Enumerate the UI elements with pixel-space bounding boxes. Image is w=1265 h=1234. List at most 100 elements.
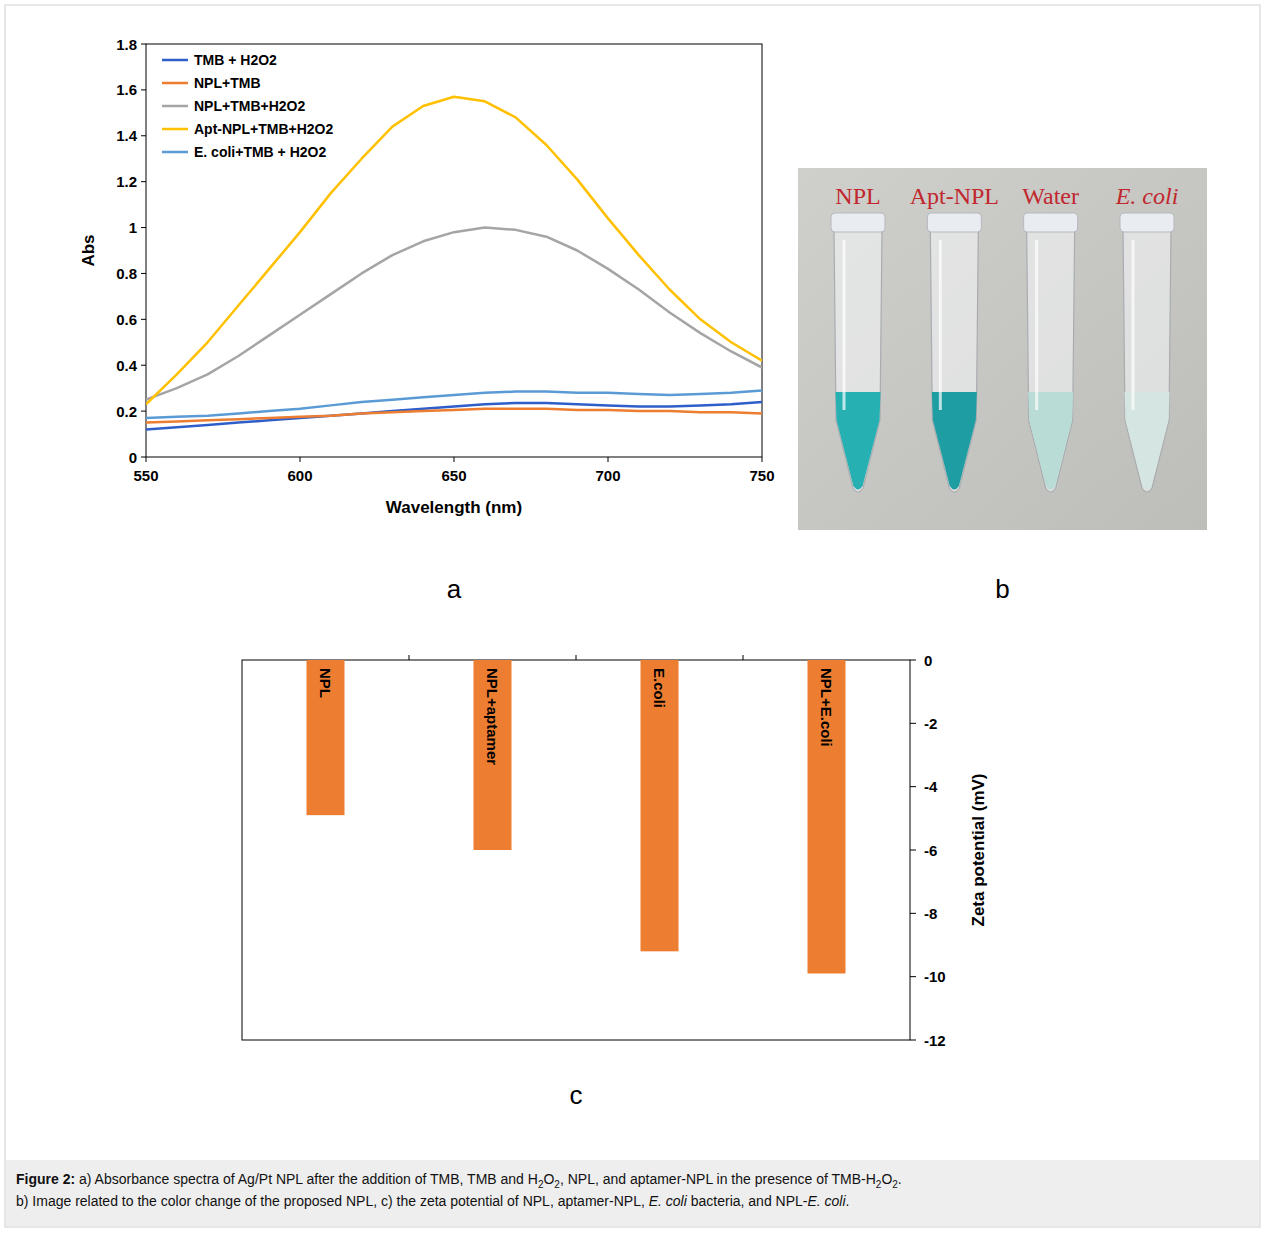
x-tick-label: 750 — [749, 467, 774, 484]
tube-body — [930, 230, 978, 492]
x-tick — [762, 457, 763, 462]
caption-run: bacteria, and NPL- — [687, 1193, 808, 1209]
caption-run: Figure 2: — [16, 1171, 75, 1187]
legend-label: TMB + H2O2 — [194, 52, 277, 68]
category-label: E.coli — [651, 668, 668, 708]
x-tick — [146, 457, 147, 462]
y-axis-title: Zeta potential (mV) — [969, 773, 988, 926]
x-tick — [454, 457, 455, 462]
x-tick-label: 600 — [287, 467, 312, 484]
outer-frame — [5, 5, 1260, 1227]
y-tick — [910, 723, 916, 724]
panel-c: 0-2-4-6-8-10-12Zeta potential (mV)NPLNPL… — [242, 652, 988, 1049]
series-line — [146, 409, 762, 423]
y-tick-label: 1.6 — [116, 81, 137, 98]
panel-letter: b — [995, 574, 1009, 604]
caption-run: a) Absorbance spectra of Ag/Pt NPL after… — [75, 1171, 538, 1187]
y-tick — [141, 89, 146, 90]
bar — [307, 660, 345, 815]
y-tick-label: 0.6 — [116, 311, 137, 328]
series-line — [146, 402, 762, 430]
tube-cap — [831, 213, 885, 232]
y-tick — [141, 319, 146, 320]
panel-b: NPLApt-NPLWaterE. coli — [798, 168, 1207, 530]
caption-run: , NPL, and aptamer-NPL in the presence o… — [560, 1171, 876, 1187]
series-line — [146, 228, 762, 400]
tube — [1120, 213, 1174, 492]
x-tick-label: 700 — [595, 467, 620, 484]
y-tick — [910, 1040, 916, 1041]
legend: TMB + H2O2NPL+TMBNPL+TMB+H2O2Apt-NPL+TMB… — [162, 52, 333, 160]
caption: Figure 2: a) Absorbance spectra of Ag/Pt… — [16, 1168, 1246, 1212]
y-tick-label: 0 — [129, 449, 137, 466]
legend-label: NPL+TMB — [194, 75, 261, 91]
figure: 00.20.40.60.811.21.41.61.855060065070075… — [0, 0, 1265, 1234]
caption-run: . — [846, 1193, 850, 1209]
tube — [927, 213, 981, 492]
legend-swatch — [162, 82, 188, 85]
tube-body — [1123, 230, 1171, 492]
series-line — [146, 97, 762, 404]
tube-liquid — [1125, 392, 1170, 490]
caption-run: E. coli — [649, 1193, 687, 1209]
y-tick-label: -6 — [924, 842, 937, 859]
y-tick — [910, 786, 916, 787]
y-tick-label: 0 — [924, 652, 932, 669]
category-tick — [576, 655, 577, 660]
y-tick — [141, 411, 146, 412]
tube-cap — [927, 213, 981, 232]
caption-line: Figure 2: a) Absorbance spectra of Ag/Pt… — [16, 1168, 1246, 1190]
y-tick — [141, 44, 146, 45]
tube-cap — [1024, 213, 1078, 232]
tube-body — [1027, 230, 1075, 492]
caption-run: 2 — [554, 1179, 560, 1190]
plot-frame — [242, 660, 910, 1040]
caption-run: 2 — [876, 1179, 882, 1190]
plot-frame — [146, 44, 762, 457]
y-tick — [910, 660, 916, 661]
y-tick — [141, 135, 146, 136]
category-label: NPL+E.coli — [818, 668, 835, 747]
legend-label: Apt-NPL+TMB+H2O2 — [194, 121, 333, 137]
tube-highlight — [1132, 240, 1135, 410]
x-axis-title: Wavelength (nm) — [386, 498, 522, 517]
category-tick — [409, 655, 410, 660]
y-tick-label: -10 — [924, 968, 946, 985]
bar — [808, 660, 846, 974]
bars — [307, 660, 846, 974]
caption-line: b) Image related to the color change of … — [16, 1190, 1246, 1212]
x-tick — [300, 457, 301, 462]
tube-label: Apt-NPL — [910, 183, 999, 209]
caption-run: 2 — [892, 1179, 898, 1190]
category-tick — [743, 655, 744, 660]
y-tick-label: 0.8 — [116, 265, 137, 282]
caption-run: . — [898, 1171, 902, 1187]
tube-highlight — [1035, 240, 1038, 410]
y-tick-label: 0.4 — [116, 357, 138, 374]
y-tick-label: 1.2 — [116, 173, 137, 190]
tube-label: NPL — [835, 183, 880, 209]
legend-swatch — [162, 128, 188, 131]
y-tick-label: 1.4 — [116, 127, 138, 144]
y-tick — [141, 181, 146, 182]
tube-body — [834, 230, 882, 492]
category-label: NPL — [317, 668, 334, 698]
caption-run: O — [543, 1171, 554, 1187]
y-tick — [141, 365, 146, 366]
legend-label: E. coli+TMB + H2O2 — [194, 144, 326, 160]
tube-cap — [1120, 213, 1174, 232]
y-tick-label: 1.8 — [116, 36, 137, 53]
tube-liquid — [1028, 392, 1073, 490]
y-tick — [910, 976, 916, 977]
y-tick — [141, 457, 146, 458]
y-axis-title: Abs — [79, 234, 98, 266]
photo-background — [798, 168, 1207, 530]
y-tick-label: 0.2 — [116, 403, 137, 420]
y-tick-label: -8 — [924, 905, 937, 922]
caption-run: E. coli — [807, 1193, 845, 1209]
tube-liquid — [836, 392, 881, 490]
y-tick-label: -2 — [924, 715, 937, 732]
tube-highlight — [843, 240, 846, 410]
tube — [1024, 213, 1078, 492]
caption-background — [6, 1160, 1259, 1226]
